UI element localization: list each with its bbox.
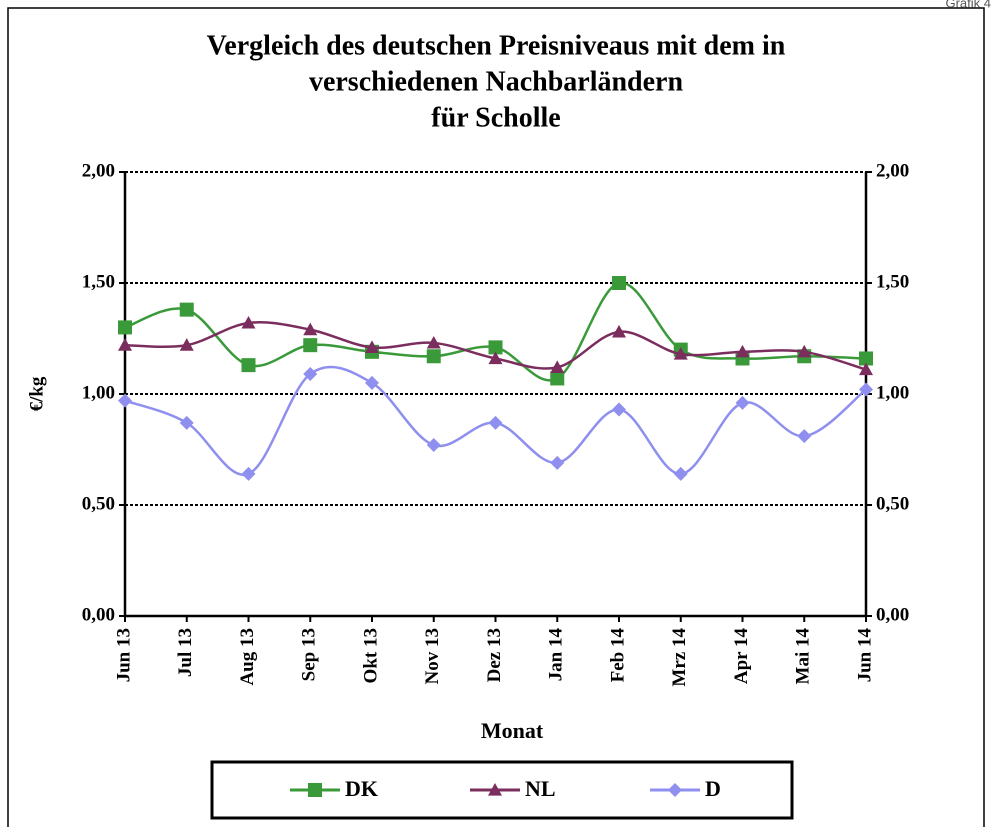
marker [488, 340, 503, 355]
y-tick-label: 2,00 [82, 160, 115, 181]
y2-tick-label: 1,50 [876, 271, 909, 292]
y-axis-label: €/kg [26, 376, 47, 411]
x-tick-label: Okt 13 [360, 628, 381, 683]
x-axis-label: Monat [481, 718, 544, 743]
legend-label: DK [345, 776, 378, 801]
marker [612, 276, 626, 290]
marker [179, 302, 194, 317]
marker [668, 783, 682, 797]
marker [118, 393, 132, 408]
marker [426, 335, 441, 349]
y2-tick-label: 1,00 [876, 382, 909, 403]
marker [488, 351, 503, 365]
marker [735, 344, 750, 358]
y2-tick-label: 2,00 [876, 160, 909, 181]
marker [550, 455, 565, 470]
marker [426, 349, 441, 364]
y-tick-label: 1,00 [82, 382, 115, 403]
marker [612, 324, 626, 338]
marker [735, 395, 750, 410]
y2-tick-label: 0,50 [876, 493, 909, 514]
marker [308, 783, 322, 797]
marker [365, 340, 379, 353]
marker [612, 402, 626, 417]
marker [797, 429, 812, 444]
marker [859, 351, 873, 366]
marker [241, 466, 256, 481]
chart-title: verschiedenen Nachbarländern [309, 66, 684, 97]
marker [673, 347, 688, 360]
chart-border [7, 7, 985, 827]
marker [797, 344, 812, 358]
x-tick-label: Nov 13 [422, 628, 443, 684]
annotation: Grafik 4 [945, 0, 991, 10]
marker [426, 438, 441, 453]
x-tick-label: Apr 14 [731, 628, 752, 685]
marker [179, 415, 194, 430]
marker [859, 382, 873, 397]
y-tick-label: 0,00 [82, 604, 115, 625]
x-tick-label: Aug 13 [237, 628, 258, 686]
legend-label: D [705, 776, 721, 801]
marker [365, 375, 379, 390]
chart-title: für Scholle [431, 102, 560, 133]
y-tick-label: 1,50 [82, 271, 115, 292]
marker [118, 338, 132, 351]
x-tick-label: Mai 14 [793, 628, 814, 685]
x-tick-label: Sep 13 [299, 628, 320, 681]
marker [859, 362, 873, 376]
x-tick-label: Jan 14 [546, 628, 567, 682]
marker [241, 358, 256, 373]
x-tick-label: Feb 14 [607, 628, 628, 683]
chart-title: Vergleich des deutschen Preisniveaus mit… [207, 30, 786, 61]
legend-label: NL [525, 776, 556, 801]
marker [550, 360, 565, 373]
marker [179, 338, 194, 351]
marker [488, 415, 503, 430]
series-line [124, 281, 867, 382]
x-tick-label: Jul 13 [175, 628, 196, 677]
marker [303, 338, 318, 353]
y2-tick-label: 0,00 [876, 604, 909, 625]
marker [488, 783, 502, 796]
marker [673, 466, 688, 481]
marker [241, 315, 256, 329]
x-tick-label: Dez 13 [484, 628, 505, 682]
marker [550, 371, 565, 386]
marker [303, 367, 318, 382]
y-tick-label: 0,50 [82, 493, 115, 514]
x-tick-label: Mrz 14 [669, 628, 690, 687]
x-tick-label: Jun 13 [113, 628, 134, 682]
x-tick-label: Jun 14 [854, 628, 875, 683]
marker [118, 320, 132, 335]
marker [303, 322, 318, 336]
